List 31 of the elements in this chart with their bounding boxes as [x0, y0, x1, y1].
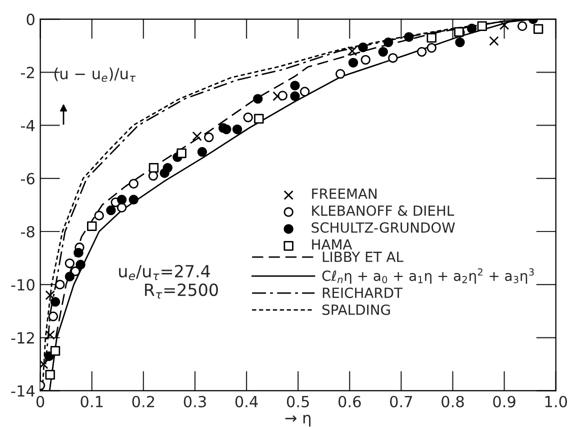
legend-label: SCHULTZ-GRUNDOW [312, 222, 455, 233]
x-tick-label: 0.3 [184, 396, 206, 408]
y-axis-title: (u − u$_{e}$)/u$_{τ}$ [54, 68, 136, 82]
legend-label: LIBBY ET AL [322, 252, 404, 262]
y-tick-label: -4 [20, 120, 35, 132]
x-tick-label: 0.7 [390, 396, 412, 408]
x-tick-label: 0.2 [132, 396, 154, 408]
x-tick-label: 0.9 [493, 396, 516, 408]
annotation: u$_{e}$/u$_{τ}$=27.4 [119, 264, 210, 280]
x-tick-label: 0.8 [442, 396, 464, 408]
y-tick-label: -2 [20, 66, 34, 78]
x-tick-label: 0.5 [286, 396, 309, 408]
x-tick-label: 0.1 [80, 396, 103, 408]
x-tick-label: 0 [36, 396, 44, 408]
y-tick-label: -12 [11, 332, 34, 344]
x-tick-label: 0.4 [235, 396, 258, 408]
x-tick-label: 1.0 [545, 396, 567, 408]
y-tick-label: -10 [11, 279, 34, 291]
y-tick-label: -6 [20, 172, 34, 184]
legend-label: SPALDING [322, 304, 390, 315]
y-tick-label: -8 [20, 226, 34, 238]
y-tick-label: -14 [11, 385, 35, 397]
annotation: R$_{τ}$=2500 [145, 283, 218, 299]
y-tick-label: 0 [26, 14, 34, 26]
x-tick-label: 0.6 [338, 396, 361, 408]
x-axis-title: → η [285, 414, 310, 427]
legend-label: REICHARDT [322, 288, 403, 298]
text: Cℓ$_{n}$η + a$_{0}$ + a$_{1}$η + a$_{2}$η$^{2}$ + a$_{3}$η$^{3}$ [322, 268, 534, 284]
legend-label: HAMA [312, 239, 352, 250]
legend-label: KLEBANOFF & DIEHL [312, 205, 454, 216]
legend-label: FREEMAN [312, 188, 376, 199]
